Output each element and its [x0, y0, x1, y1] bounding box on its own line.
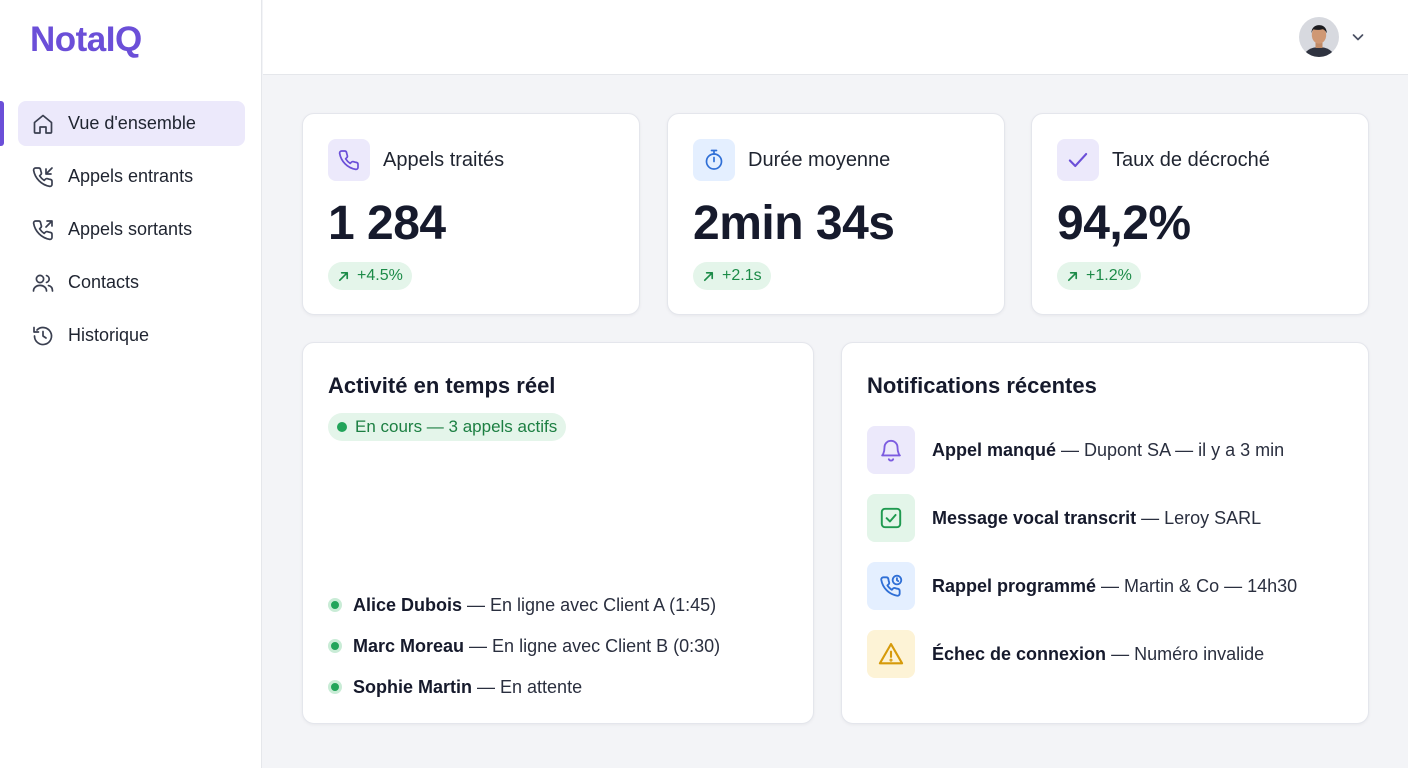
check-square-icon	[867, 494, 915, 542]
notification-detail: — Leroy SARL	[1141, 507, 1262, 528]
sidebar-nav: Vue d'ensemble Appels entrants Appels so…	[18, 101, 245, 366]
active-agent-row[interactable]: Marc Moreau — En ligne avec Client B (0:…	[328, 634, 720, 658]
sidebar-item-label: Historique	[68, 325, 150, 345]
sidebar-item-label: Appels entrants	[68, 166, 194, 186]
stat-delta-badge: +4.5%	[328, 262, 412, 290]
notification-detail: — Numéro invalide	[1111, 643, 1265, 664]
status-dot	[337, 422, 347, 432]
stat-card-average-duration: Durée moyenne 2min 34s +2.1s	[667, 113, 1005, 315]
online-dot	[328, 639, 342, 653]
sidebar-item-label: Vue d'ensemble	[68, 113, 196, 133]
notification-item[interactable]: Échec de connexion — Numéro invalide	[867, 630, 1264, 678]
stat-card-calls-handled: Appels traités 1 284 +4.5%	[302, 113, 640, 315]
recent-notifications-card: Notifications récentes Appel manqué — Du…	[841, 342, 1369, 724]
agent-name: Alice Dubois	[353, 594, 463, 615]
stat-delta-badge: +1.2%	[1057, 262, 1141, 290]
agent-status: — En ligne avec Client A (1:45)	[467, 594, 717, 615]
stat-delta-value: +2.1s	[722, 267, 762, 284]
card-title: Activité en temps réel	[328, 373, 556, 398]
phone-outgoing-icon	[30, 217, 56, 243]
stat-label: Durée moyenne	[748, 149, 891, 171]
online-dot	[328, 598, 342, 612]
app-logo[interactable]: NotaIQ	[30, 20, 142, 59]
notification-detail: — Martin & Co — 14h30	[1101, 575, 1298, 596]
notification-title: Message vocal transcrit	[932, 507, 1137, 528]
stat-label: Taux de décroché	[1112, 149, 1270, 171]
sidebar-item-overview[interactable]: Vue d'ensemble	[18, 101, 245, 146]
sidebar: NotaIQ Vue d'ensemble Appels entrants Ap…	[0, 0, 262, 768]
stat-value: 94,2%	[1057, 197, 1191, 250]
notification-item[interactable]: Rappel programmé — Martin & Co — 14h30	[867, 562, 1297, 610]
stat-delta-value: +1.2%	[1086, 267, 1132, 284]
history-icon	[30, 323, 56, 349]
sidebar-item-label: Appels sortants	[68, 219, 193, 239]
avatar[interactable]	[1299, 17, 1339, 57]
stat-label: Appels traités	[383, 149, 505, 171]
chevron-down-icon[interactable]	[1350, 29, 1366, 45]
arrow-up-right-icon	[338, 271, 349, 281]
active-agent-row[interactable]: Alice Dubois — En ligne avec Client A (1…	[328, 593, 716, 617]
active-agent-row[interactable]: Sophie Martin — En attente	[328, 675, 582, 699]
agent-status: — En ligne avec Client B (0:30)	[469, 635, 721, 656]
notification-title: Rappel programmé	[932, 575, 1097, 596]
phone-clock-icon	[867, 562, 915, 610]
stat-card-answer-rate: Taux de décroché 94,2% +1.2%	[1031, 113, 1369, 315]
notification-item[interactable]: Message vocal transcrit — Leroy SARL	[867, 494, 1261, 542]
agent-name: Marc Moreau	[353, 635, 465, 656]
sidebar-item-incoming-calls[interactable]: Appels entrants	[18, 154, 245, 199]
stat-delta-value: +4.5%	[357, 267, 403, 284]
bell-icon	[867, 426, 915, 474]
agent-status: — En attente	[477, 676, 583, 697]
sidebar-item-contacts[interactable]: Contacts	[18, 260, 245, 305]
card-title: Notifications récentes	[867, 373, 1097, 398]
sidebar-item-label: Contacts	[68, 272, 140, 292]
arrow-up-right-icon	[703, 271, 714, 281]
home-icon	[30, 111, 56, 137]
agent-name: Sophie Martin	[353, 676, 473, 697]
check-icon	[1057, 139, 1099, 181]
online-dot	[328, 680, 342, 694]
notification-title: Échec de connexion	[932, 643, 1107, 664]
audio-waveform	[328, 459, 790, 567]
notification-detail: — Dupont SA — il y a 3 min	[1061, 439, 1285, 460]
active-indicator	[0, 101, 4, 146]
stat-value: 2min 34s	[693, 197, 895, 250]
phone-icon	[328, 139, 370, 181]
notification-item[interactable]: Appel manqué — Dupont SA — il y a 3 min	[867, 426, 1284, 474]
live-status-text: En cours — 3 appels actifs	[355, 417, 558, 436]
sidebar-item-outgoing-calls[interactable]: Appels sortants	[18, 207, 245, 252]
users-icon	[30, 270, 56, 296]
notification-title: Appel manqué	[932, 439, 1057, 460]
top-bar	[263, 0, 1408, 75]
stopwatch-icon	[693, 139, 735, 181]
warning-icon	[867, 630, 915, 678]
live-status-badge: En cours — 3 appels actifs	[328, 413, 567, 441]
stat-value: 1 284	[328, 197, 446, 250]
sidebar-item-history[interactable]: Historique	[18, 313, 245, 358]
phone-incoming-icon	[30, 164, 56, 190]
stat-delta-badge: +2.1s	[693, 262, 771, 290]
realtime-activity-card: Activité en temps réel En cours — 3 appe…	[302, 342, 814, 724]
arrow-up-right-icon	[1067, 271, 1078, 281]
